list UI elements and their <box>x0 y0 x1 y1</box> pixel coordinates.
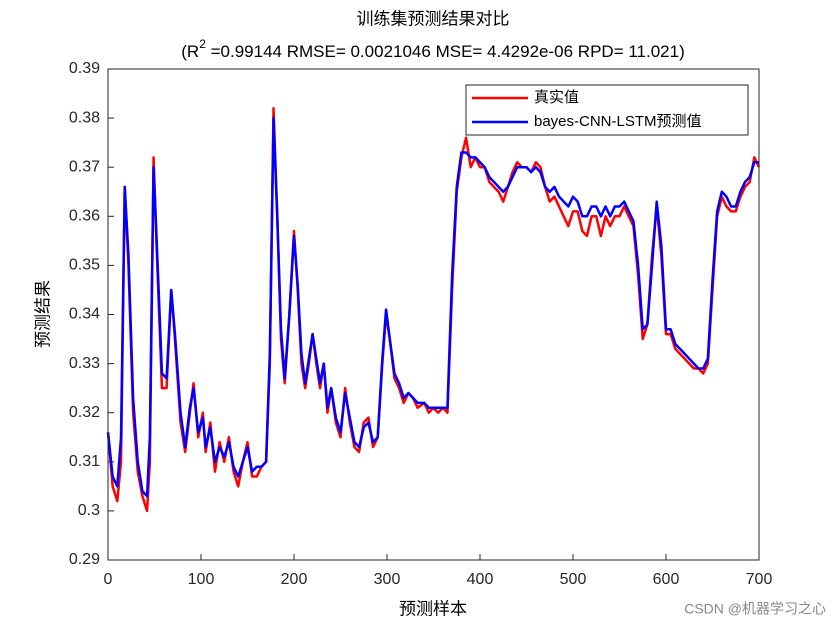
y-tick-label: 0.36 <box>69 208 100 225</box>
x-axis-label: 预测样本 <box>399 599 467 618</box>
y-tick-label: 0.31 <box>69 453 100 470</box>
y-tick-label: 0.3 <box>78 502 100 519</box>
x-tick-label: 400 <box>467 571 494 588</box>
x-tick-label: 300 <box>374 571 401 588</box>
subtitle-part: (R <box>181 42 199 61</box>
y-tick-label: 0.32 <box>69 404 100 421</box>
y-tick-label: 0.37 <box>69 158 100 175</box>
legend: 真实值 bayes-CNN-LSTM预测值 <box>465 84 749 136</box>
x-tick-label: 600 <box>653 571 680 588</box>
y-tick-label: 0.38 <box>69 109 100 126</box>
chart-title: 训练集预测结果对比 <box>357 9 510 28</box>
x-tick-label: 100 <box>188 571 215 588</box>
legend-label: 真实值 <box>534 88 579 106</box>
data-line <box>106 116 759 498</box>
chart-subtitle: (R2 =0.99144 RMSE= 0.0021046 MSE= 4.4292… <box>181 37 685 61</box>
y-tick-label: 0.29 <box>69 551 100 568</box>
x-tick-label: 700 <box>746 571 773 588</box>
y-tick-label: 0.34 <box>69 306 100 323</box>
x-tick-label: 200 <box>281 571 308 588</box>
watermark: CSDN @机器学习之心 <box>684 601 826 617</box>
y-axis-label: 预测结果 <box>33 280 52 348</box>
y-tick-label: 0.35 <box>69 257 100 274</box>
axes-box <box>107 68 760 561</box>
x-tick-label: 500 <box>560 571 587 588</box>
y-tick-label: 0.33 <box>69 355 100 372</box>
y-tick-label: 0.39 <box>69 60 100 77</box>
legend-label: bayes-CNN-LSTM预测值 <box>534 113 702 130</box>
x-tick-label: 0 <box>104 571 113 588</box>
legend-box <box>465 84 749 136</box>
subtitle-superscript: 2 <box>199 37 206 51</box>
subtitle-part: =0.99144 RMSE= 0.0021046 MSE= 4.4292e-06… <box>206 42 685 61</box>
plot-area <box>108 69 759 560</box>
